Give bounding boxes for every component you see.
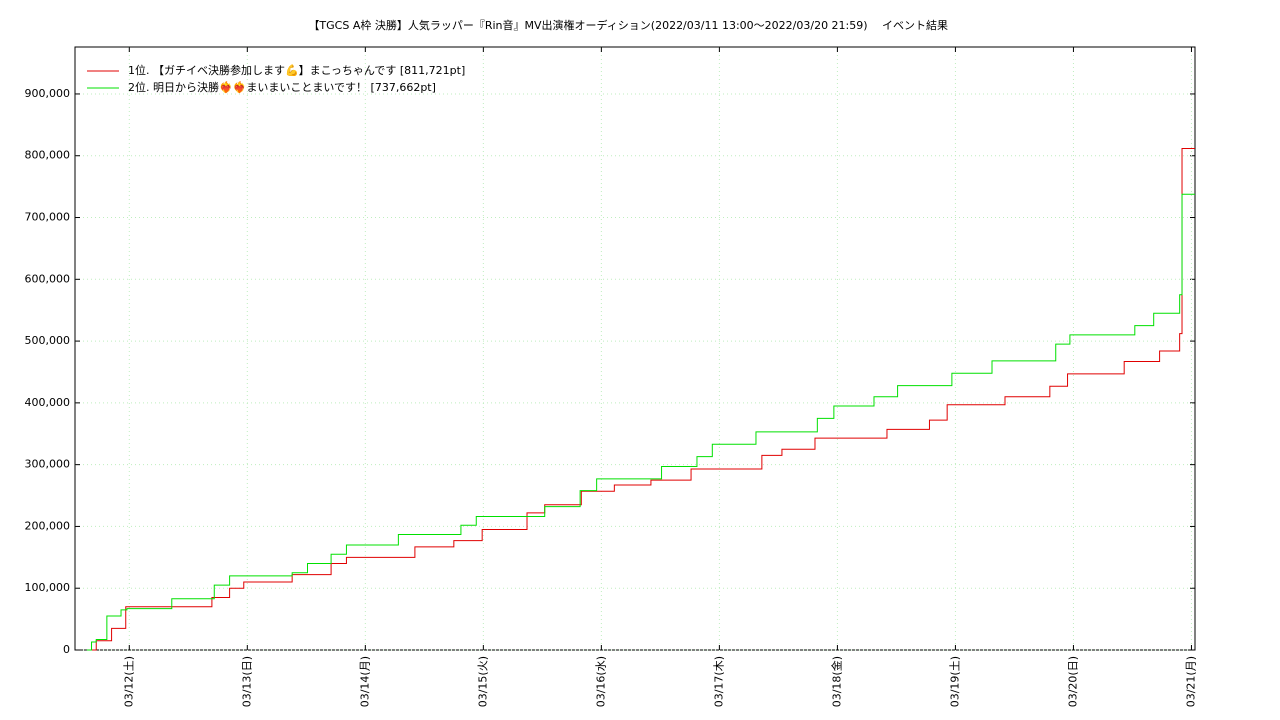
x-tick-label: 03/18(金) xyxy=(829,656,843,707)
x-tick-label: 03/19(土) xyxy=(948,656,961,707)
y-tick-label: 900,000 xyxy=(25,87,71,100)
y-tick-label: 700,000 xyxy=(25,211,71,224)
series-line xyxy=(86,193,1195,651)
x-tick-label: 03/16(水) xyxy=(594,656,607,707)
y-tick-label: 100,000 xyxy=(25,581,71,594)
legend-label: 1位. 【ガチイベ決勝参加します💪】まこっちゃんです [811,721pt] xyxy=(128,63,465,77)
y-tick-label: 400,000 xyxy=(25,396,71,409)
x-tick-label: 03/20(日) xyxy=(1066,656,1079,707)
x-tick-label: 03/14(月) xyxy=(358,656,371,707)
series-line xyxy=(89,147,1195,651)
y-tick-label: 0 xyxy=(63,643,70,656)
plot-area xyxy=(74,46,1196,651)
y-tick-label: 800,000 xyxy=(25,149,71,162)
x-tick-label: 03/21(月) xyxy=(1184,656,1197,707)
y-tick-label: 500,000 xyxy=(25,334,71,347)
x-tick-label: 03/15(火) xyxy=(476,656,489,707)
y-tick-label: 200,000 xyxy=(25,519,71,532)
chart-subtitle: イベント結果 xyxy=(882,18,948,32)
y-tick-label: 600,000 xyxy=(25,272,71,285)
legend: 1位. 【ガチイベ決勝参加します💪】まこっちゃんです [811,721pt] 2位… xyxy=(87,63,465,94)
x-tick-label: 03/17(木) xyxy=(712,656,725,707)
x-tick-label: 03/13(日) xyxy=(240,656,253,707)
legend-label: 2位. 明日から決勝❤️‍🔥❤️‍🔥まいまいことまいです！ [737,662pt… xyxy=(128,80,436,94)
y-tick-label: 300,000 xyxy=(25,458,71,471)
chart-title: 【TGCS A枠 決勝】人気ラッパー『Rin音』MV出演権オーディション(202… xyxy=(308,18,867,32)
x-tick-label: 03/12(土) xyxy=(122,656,135,707)
